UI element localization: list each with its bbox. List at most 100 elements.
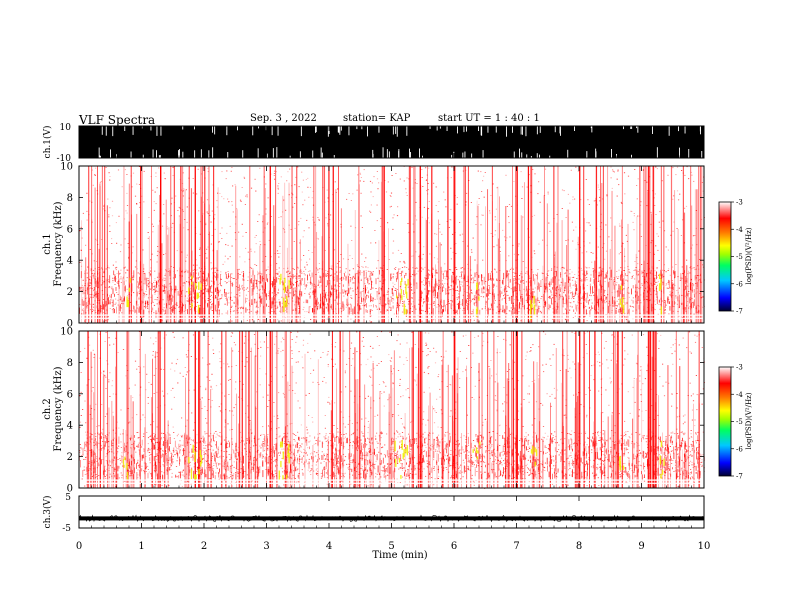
ch1-spectrogram-speckle bbox=[292, 268, 294, 269]
ch1-spectrogram-speckle bbox=[212, 292, 214, 294]
ch1-spectrogram-speckle bbox=[161, 319, 163, 321]
ch2-spectrogram-speckle bbox=[326, 354, 328, 356]
ch1-spectrogram-streak bbox=[643, 166, 645, 323]
ch1-spectrogram-speckle bbox=[367, 291, 369, 293]
ch1-spectrogram-speckle bbox=[192, 269, 194, 271]
ch1-spectrogram-speckle bbox=[319, 277, 321, 278]
ch1-spectrogram-speckle bbox=[496, 244, 498, 246]
ch1-spectrogram-speckle bbox=[288, 273, 291, 274]
ch1-waveform-gap bbox=[339, 126, 341, 135]
ch1-spectrogram-speckle bbox=[165, 286, 167, 288]
ch1-spectrogram-speckle bbox=[510, 288, 512, 290]
ch1-spectrogram-streak bbox=[190, 188, 193, 323]
ch1-spectrogram-speckle bbox=[636, 185, 638, 186]
ch2-spectrogram-speckle bbox=[381, 432, 383, 433]
ch1-spectrogram-streak bbox=[88, 166, 90, 323]
ch1-spectrogram-speckle bbox=[538, 243, 540, 245]
ch1-spectrogram-speckle bbox=[489, 308, 491, 310]
ch1-spectrogram-streak bbox=[476, 200, 478, 323]
ch2-spectrogram-speckle bbox=[387, 456, 389, 458]
ch2-spectrogram-speckle bbox=[181, 471, 183, 473]
ch1-spectrogram-speckle bbox=[688, 307, 690, 309]
ch1-spectrogram-speckle bbox=[163, 277, 165, 279]
ch1-spectrogram-band-mark bbox=[216, 273, 217, 281]
ch1-spectrogram-speckle bbox=[278, 299, 280, 301]
ch1-spectrogram-speckle bbox=[665, 271, 667, 273]
ch1-spectrogram-speckle bbox=[210, 301, 212, 303]
ch1-spectrogram-speckle bbox=[176, 305, 178, 306]
ch1-spectrogram-hot-spot bbox=[400, 289, 403, 295]
ch1-spectrogram-streak bbox=[609, 248, 611, 323]
ch1-spectrogram-speckle bbox=[178, 311, 181, 312]
ch1-spectrogram-band-mark bbox=[133, 270, 135, 278]
ch1-waveform-gap bbox=[513, 151, 515, 158]
ch1-spectrogram-band-mark bbox=[609, 277, 611, 281]
ch1-spectrogram-speckle bbox=[403, 296, 405, 297]
ch1-spectrogram-band-mark bbox=[310, 277, 312, 285]
ch1-spectrogram-band-mark bbox=[318, 279, 320, 285]
ch1-spectrogram-speckle bbox=[145, 321, 147, 323]
ch1-waveform-gap bbox=[512, 126, 513, 133]
ch1-spectrogram-speckle bbox=[581, 269, 583, 271]
ch1-spectrogram-speckle bbox=[616, 300, 618, 302]
ch1-spectrogram-speckle bbox=[389, 195, 391, 196]
ch1-spectrogram-speckle bbox=[183, 310, 185, 312]
ch1-spectrogram-speckle bbox=[220, 271, 222, 273]
ch1-spectrogram-streak bbox=[236, 209, 238, 323]
ch1-spectrogram-band-mark bbox=[345, 275, 347, 281]
ch1-spectrogram-band-mark bbox=[486, 294, 488, 298]
ch1-spectrogram-speckle bbox=[576, 278, 578, 279]
ch1-spectrogram-speckle bbox=[523, 282, 525, 284]
ch1-waveform-gap bbox=[652, 126, 653, 134]
ch1-spectrogram-speckle bbox=[443, 287, 445, 289]
ch1-spectrogram-speckle bbox=[89, 249, 91, 250]
ch1-spectrogram-speckle bbox=[590, 309, 592, 311]
ch1-spectrogram-speckle bbox=[546, 273, 548, 275]
ch2-spectrogram-speckle bbox=[468, 345, 470, 346]
ch1-spectrogram-speckle bbox=[152, 189, 154, 191]
ch1-spectrogram-speckle bbox=[690, 278, 692, 280]
ch2-spectrogram-speckle bbox=[262, 426, 264, 428]
ch1-spectrogram-speckle bbox=[267, 197, 269, 199]
ch1-spectrogram-speckle bbox=[429, 313, 431, 315]
ch1-spectrogram-streak bbox=[414, 166, 416, 323]
ch1-spectrogram-speckle bbox=[656, 284, 658, 286]
ch1-spectrogram-speckle bbox=[486, 309, 488, 311]
ch1-spectrogram-speckle bbox=[340, 292, 342, 294]
ch1-spectrogram-speckle bbox=[602, 247, 604, 249]
ch1-spectrogram-band-mark bbox=[451, 300, 453, 303]
ch1-spectrogram-speckle bbox=[356, 264, 358, 266]
ch1-waveform-gap bbox=[237, 126, 238, 131]
ch1-spectrogram-speckle bbox=[216, 200, 218, 202]
ch2-spectrogram-speckle bbox=[470, 367, 472, 368]
ch1-spectrogram-speckle bbox=[478, 294, 480, 296]
ch1-spectrogram-speckle bbox=[93, 290, 95, 292]
ch1-spectrogram-band-mark bbox=[180, 274, 182, 278]
ch2-spectrogram-speckle bbox=[567, 445, 569, 447]
ch1-spectrogram-speckle bbox=[292, 309, 295, 311]
ch1-spectrogram-streak bbox=[99, 183, 101, 323]
ch1-spectrogram-speckle bbox=[559, 297, 561, 299]
ch1-spectrogram-strong-streak bbox=[516, 166, 518, 323]
ch1-spectrogram-speckle bbox=[129, 301, 131, 303]
ch2-spectrogram-speckle bbox=[625, 481, 627, 483]
ch1-spectrogram-band-mark bbox=[440, 300, 441, 306]
ch1-spectrogram-speckle bbox=[320, 307, 322, 309]
ch1-spectrogram-speckle bbox=[317, 217, 319, 218]
ch1-spectrogram-speckle bbox=[513, 312, 515, 314]
ch1-spectrogram-hot-spot bbox=[660, 278, 662, 285]
ch1-spectrogram-speckle bbox=[330, 274, 333, 276]
ch1-spectrogram-speckle bbox=[147, 237, 149, 239]
ch2-spectrogram-speckle bbox=[517, 410, 520, 412]
ch1-spectrogram-speckle bbox=[403, 260, 405, 262]
ch1-spectrogram-band-mark bbox=[526, 297, 528, 303]
ch1-spectrogram-speckle bbox=[162, 280, 164, 282]
ch1-spectrogram-speckle bbox=[235, 279, 238, 280]
ch2-spectrogram-speckle bbox=[427, 373, 430, 375]
ch1-spectrogram-speckle bbox=[211, 291, 213, 293]
ch1-spectrogram-speckle bbox=[593, 294, 595, 296]
ch1-spectrogram-speckle bbox=[571, 277, 573, 278]
ch1-spectrogram-speckle bbox=[182, 190, 184, 191]
ch2-spectrogram-speckle bbox=[530, 350, 532, 352]
ch1-spectrogram-band-mark bbox=[271, 303, 273, 307]
